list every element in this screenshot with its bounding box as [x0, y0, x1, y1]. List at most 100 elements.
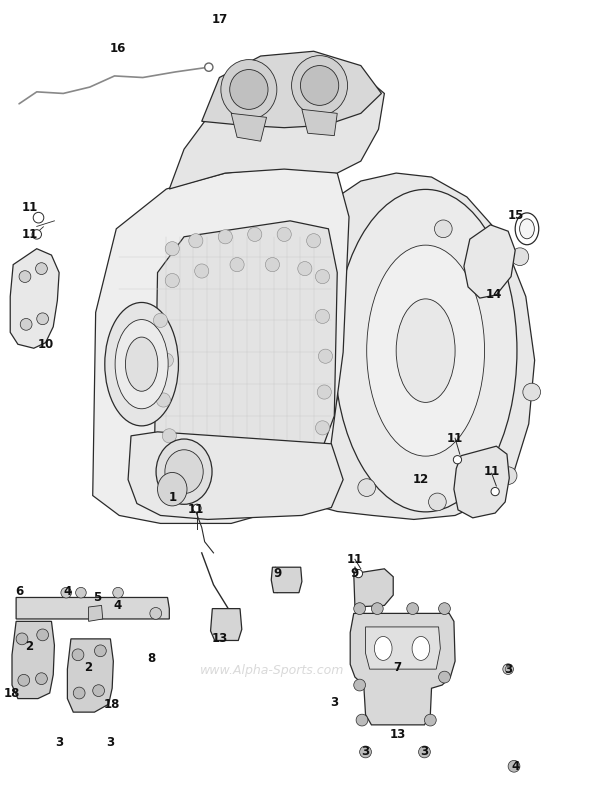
Circle shape: [491, 487, 499, 496]
Text: 9: 9: [351, 567, 359, 580]
Circle shape: [95, 645, 107, 657]
Circle shape: [18, 674, 30, 686]
Polygon shape: [202, 51, 381, 128]
Text: 3: 3: [504, 662, 512, 676]
Circle shape: [439, 671, 451, 683]
Ellipse shape: [520, 219, 535, 238]
Ellipse shape: [374, 637, 392, 660]
Ellipse shape: [230, 70, 268, 110]
Circle shape: [503, 664, 513, 674]
Circle shape: [36, 673, 47, 685]
Circle shape: [36, 262, 47, 274]
Circle shape: [277, 227, 291, 242]
Circle shape: [159, 353, 173, 367]
Text: 2: 2: [85, 661, 93, 674]
Text: 11: 11: [188, 503, 204, 516]
Polygon shape: [271, 567, 302, 593]
Text: 4: 4: [511, 760, 520, 773]
Circle shape: [453, 455, 462, 464]
Circle shape: [162, 429, 176, 443]
Text: 13: 13: [389, 728, 406, 741]
Ellipse shape: [115, 319, 168, 409]
Text: 12: 12: [413, 473, 429, 486]
Polygon shape: [365, 627, 440, 669]
Polygon shape: [231, 114, 266, 142]
Circle shape: [20, 318, 32, 330]
Polygon shape: [67, 639, 113, 712]
Circle shape: [33, 212, 44, 223]
Circle shape: [356, 714, 368, 726]
Text: 16: 16: [110, 42, 126, 54]
Text: 8: 8: [147, 652, 156, 666]
Ellipse shape: [412, 637, 430, 660]
Circle shape: [424, 714, 436, 726]
Text: 18: 18: [104, 698, 120, 710]
Circle shape: [265, 258, 279, 272]
Polygon shape: [10, 249, 59, 348]
Circle shape: [298, 262, 312, 276]
Circle shape: [508, 760, 520, 772]
Circle shape: [307, 234, 321, 248]
Ellipse shape: [366, 245, 484, 456]
Circle shape: [37, 313, 49, 325]
Circle shape: [316, 310, 330, 323]
Polygon shape: [350, 614, 455, 725]
Polygon shape: [290, 173, 535, 519]
Circle shape: [189, 234, 203, 248]
Circle shape: [316, 270, 330, 284]
Circle shape: [19, 270, 31, 282]
Polygon shape: [93, 165, 349, 523]
Circle shape: [61, 587, 72, 598]
Circle shape: [371, 602, 383, 614]
Circle shape: [72, 649, 84, 661]
Circle shape: [205, 63, 213, 71]
Text: 4: 4: [63, 585, 72, 598]
Ellipse shape: [105, 302, 178, 426]
Polygon shape: [128, 432, 343, 519]
Text: 6: 6: [15, 585, 23, 598]
Circle shape: [511, 248, 529, 266]
Circle shape: [317, 385, 332, 399]
Text: 9: 9: [273, 567, 281, 580]
Circle shape: [247, 227, 262, 242]
Ellipse shape: [300, 66, 339, 106]
Ellipse shape: [515, 213, 539, 245]
Circle shape: [32, 230, 41, 239]
Circle shape: [156, 393, 170, 407]
Polygon shape: [354, 569, 393, 607]
Ellipse shape: [334, 190, 517, 512]
Text: 7: 7: [393, 661, 401, 674]
Text: 17: 17: [211, 13, 227, 26]
Polygon shape: [169, 62, 384, 189]
Text: 11: 11: [447, 432, 463, 445]
Ellipse shape: [221, 60, 277, 119]
Polygon shape: [12, 622, 54, 698]
Circle shape: [407, 602, 419, 614]
Polygon shape: [302, 110, 337, 136]
Circle shape: [193, 504, 201, 513]
Circle shape: [76, 587, 86, 598]
Text: 4: 4: [114, 599, 122, 612]
Circle shape: [218, 230, 233, 244]
Circle shape: [165, 274, 179, 288]
Text: 11: 11: [21, 201, 38, 214]
Circle shape: [195, 264, 209, 278]
Text: 3: 3: [55, 736, 63, 749]
Circle shape: [93, 685, 105, 697]
Circle shape: [523, 383, 540, 401]
Ellipse shape: [126, 337, 158, 391]
Polygon shape: [454, 446, 509, 518]
Text: 2: 2: [25, 640, 34, 654]
Text: 3: 3: [362, 746, 369, 758]
Ellipse shape: [396, 299, 455, 402]
Text: 3: 3: [420, 746, 429, 758]
Text: 3: 3: [107, 736, 114, 749]
Circle shape: [37, 629, 49, 641]
Circle shape: [499, 467, 517, 485]
Circle shape: [165, 242, 179, 256]
Circle shape: [505, 666, 511, 672]
Text: 14: 14: [485, 288, 501, 302]
Text: 18: 18: [4, 686, 20, 699]
Text: 3: 3: [330, 696, 339, 709]
Ellipse shape: [165, 450, 203, 494]
